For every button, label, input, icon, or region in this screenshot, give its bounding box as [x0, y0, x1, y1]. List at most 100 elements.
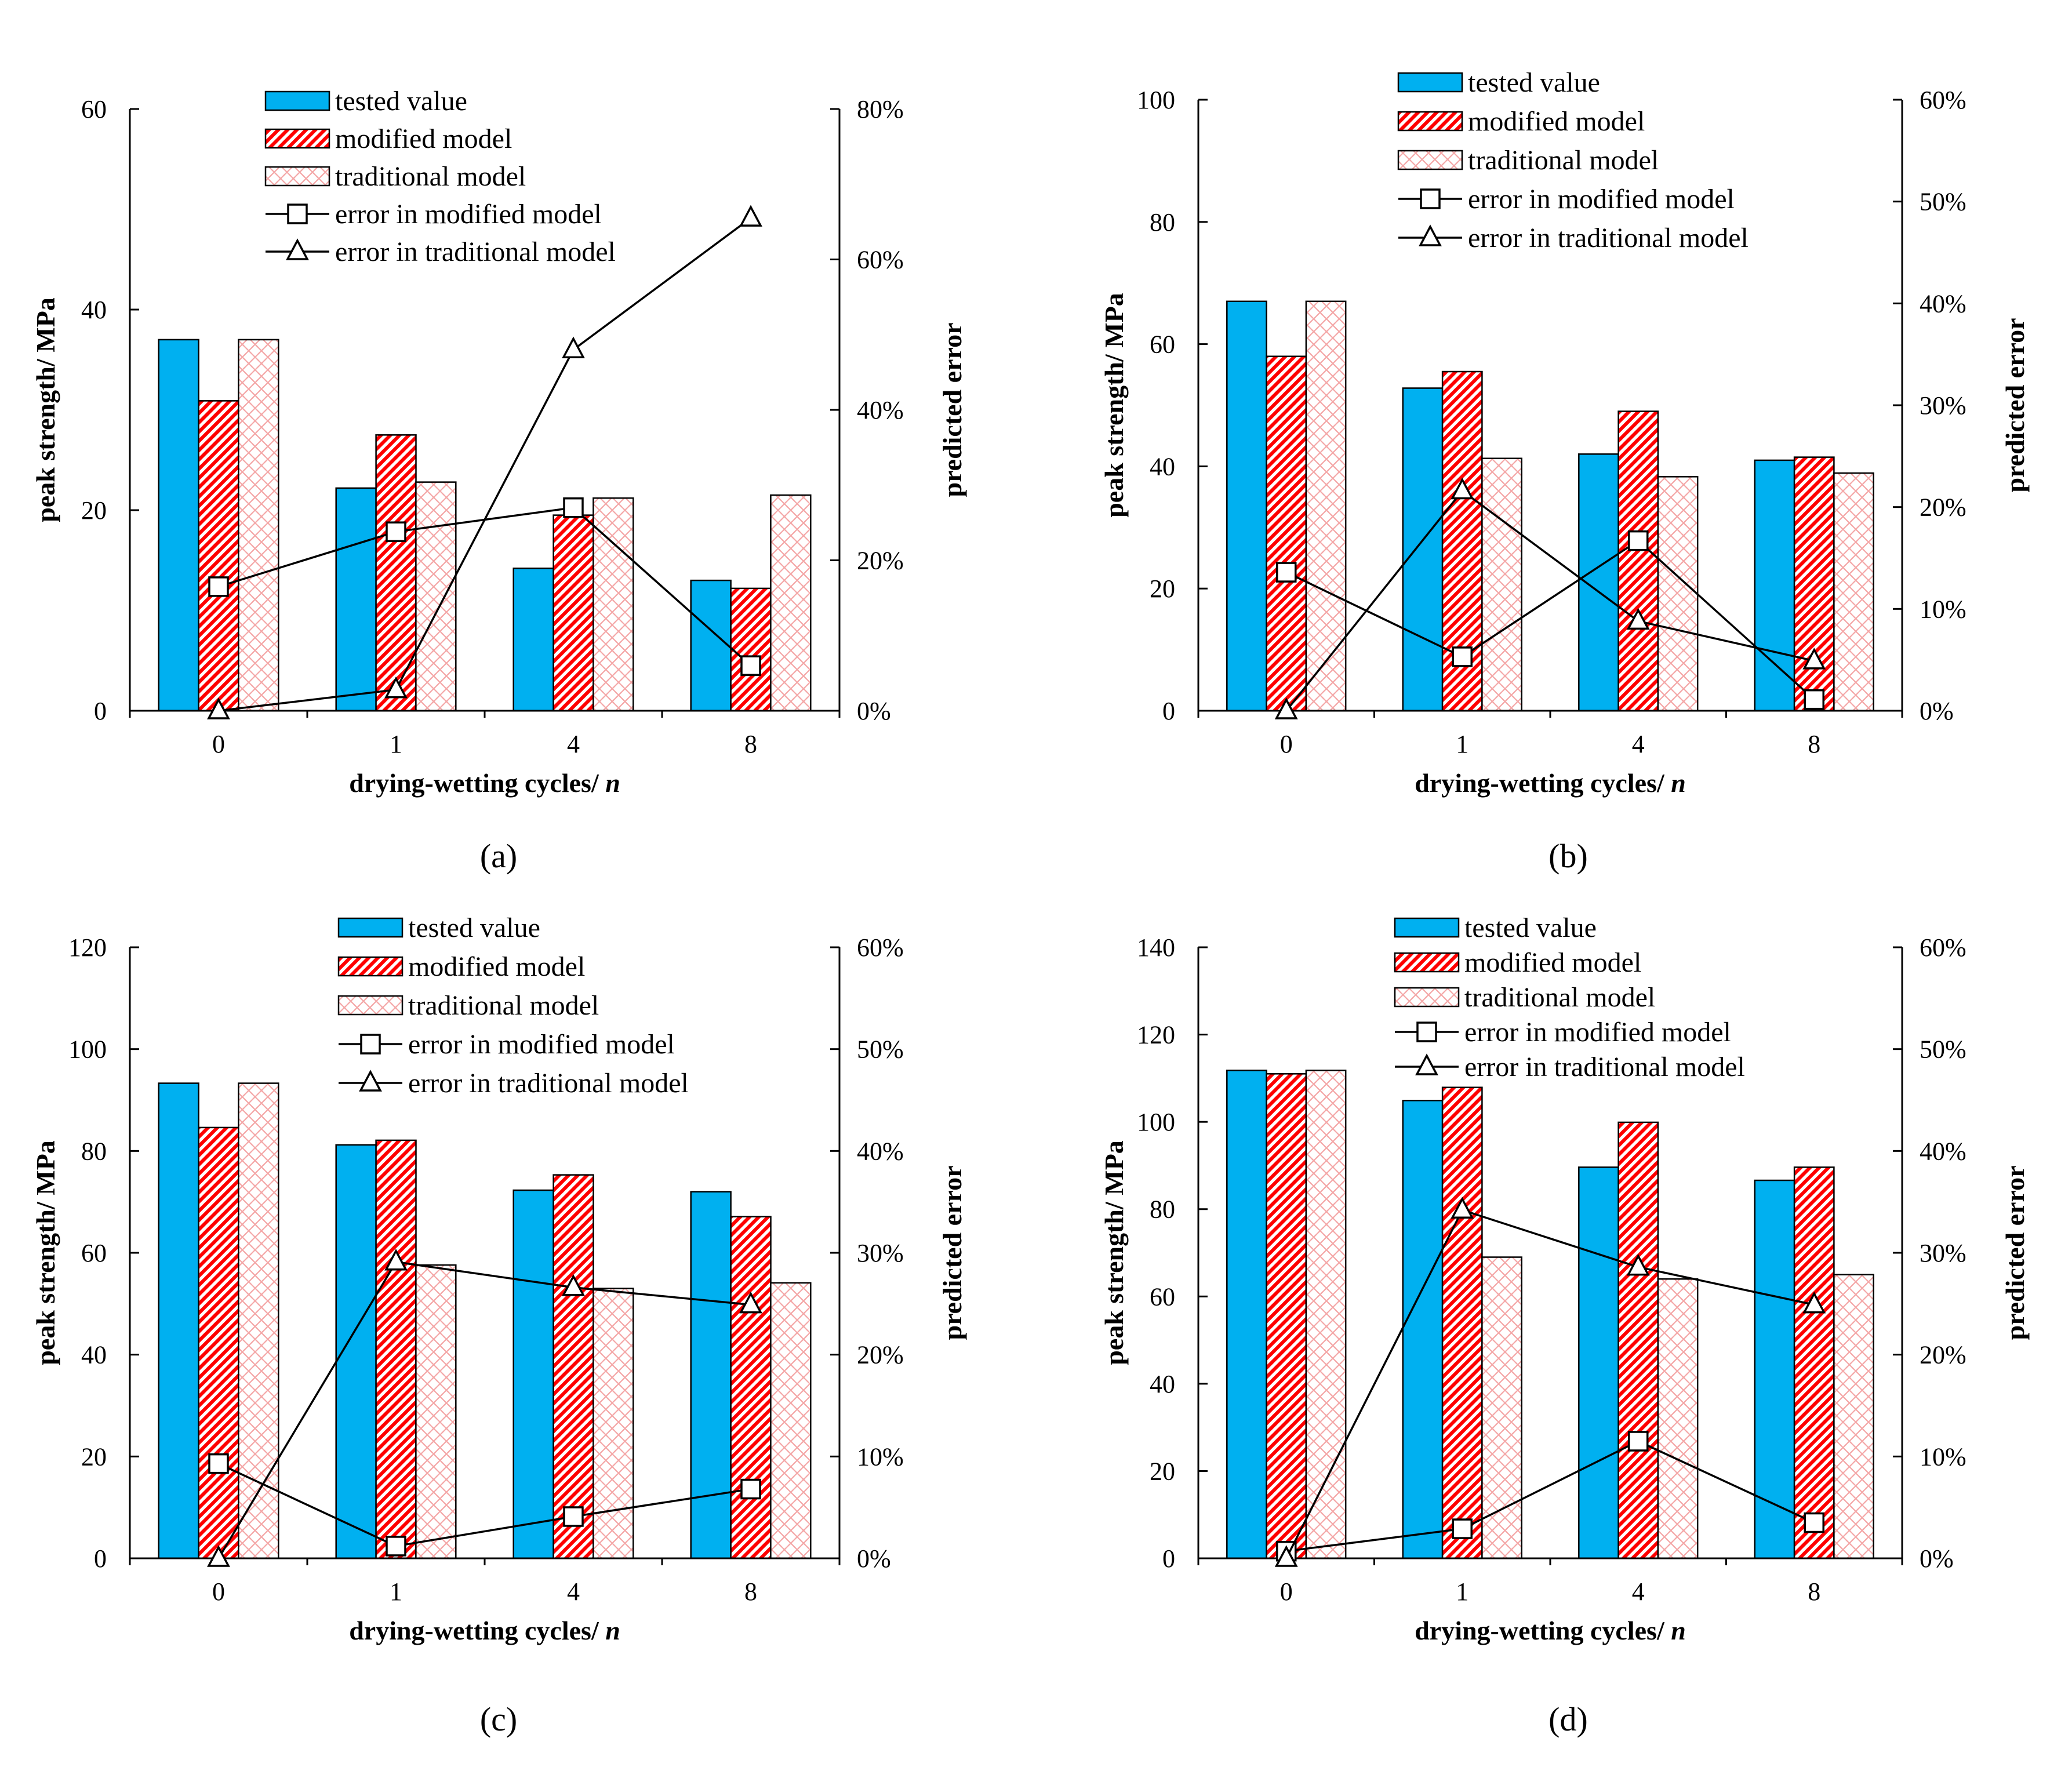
marker-triangle — [1451, 1197, 1474, 1219]
legend-error-traditional-label: error in traditional model — [335, 237, 616, 267]
marker-triangle — [1274, 1545, 1298, 1567]
y-tick-label: 60 — [81, 1239, 107, 1267]
y2-axis-title: predicted error — [2000, 1165, 2030, 1340]
legend-modified-swatch — [264, 128, 330, 149]
y-tick-label: 0 — [1162, 697, 1175, 725]
legend-modified-label: modified model — [1468, 106, 1645, 137]
y-axis-title: peak strength/ MPa — [1099, 293, 1129, 518]
legend-modified-swatch — [1397, 111, 1463, 132]
bar-tested — [1578, 453, 1619, 712]
bar-tested — [690, 1191, 732, 1559]
legend-error-modified-marker — [1420, 188, 1441, 209]
y2-tick-label: 0% — [857, 1544, 891, 1573]
x-axis-title: drying-wetting cycles/ n — [349, 768, 620, 798]
legend-error-modified-marker — [287, 203, 308, 224]
bar-traditional — [592, 497, 634, 712]
line-error-traditional — [1285, 489, 1815, 712]
y2-tick-label: 80% — [857, 95, 904, 123]
x-tick-label: 8 — [1808, 1577, 1820, 1606]
y2-tick-label: 10% — [857, 1442, 904, 1471]
marker-triangle — [739, 205, 762, 227]
y-axis-title: peak strength/ MPa — [1099, 1140, 1129, 1365]
y-tick-label: 80 — [1150, 208, 1175, 237]
y2-tick-label: 20% — [857, 1341, 904, 1369]
marker-triangle — [1626, 1253, 1650, 1276]
marker-triangle — [1802, 1291, 1826, 1314]
x-axis-title: drying-wetting cycles/ n — [1415, 1616, 1686, 1645]
legend-traditional-swatch — [1397, 150, 1463, 170]
legend-error-traditional-label: error in traditional model — [1464, 1052, 1745, 1082]
bar-traditional — [1833, 472, 1874, 712]
x-tick-label: 0 — [212, 1577, 225, 1606]
marker-triangle — [562, 1274, 585, 1296]
chart-panel-d: 0 20 40 60 80 100 120 140 0% 10% 20% 30% 40% 50% 60% 0 1… — [1099, 913, 2030, 1738]
y2-tick-label: 10% — [1920, 595, 1966, 623]
legend-tested-label: tested value — [335, 86, 467, 117]
bar-tested — [1402, 1100, 1444, 1559]
y2-tick-label: 60% — [1920, 933, 1966, 962]
legend-error-traditional-marker — [286, 238, 309, 260]
y-tick-label: 140 — [1137, 933, 1175, 962]
x-tick-label: 1 — [390, 730, 402, 758]
chart-panel-a: 0 20 40 60 0% 20% 40% 60% 80% 0 1 4 8 drying-wetting … — [31, 86, 967, 875]
bar-modified — [1266, 355, 1307, 712]
legend-error-traditional-label: error in traditional model — [1468, 223, 1749, 253]
y2-tick-label: 40% — [1920, 289, 1966, 318]
bar-modified — [1266, 1073, 1307, 1559]
y2-tick-label: 40% — [857, 396, 904, 424]
legend-error-modified-marker — [360, 1034, 381, 1055]
y-tick-label: 100 — [68, 1035, 107, 1064]
y2-tick-label: 60% — [857, 246, 904, 274]
bar-modified — [1793, 1166, 1835, 1559]
bar-tested — [512, 568, 554, 712]
legend-modified-swatch — [337, 956, 404, 977]
bar-traditional — [238, 1082, 279, 1559]
y2-axis-title: predicted error — [2000, 318, 2030, 492]
y-tick-label: 40 — [1150, 452, 1175, 481]
y2-tick-label: 0% — [1920, 697, 1954, 725]
marker-triangle — [1274, 697, 1298, 719]
legend-error-modified-label: error in modified model — [335, 199, 602, 230]
marker-square — [1804, 1512, 1824, 1533]
marker-triangle — [1451, 477, 1474, 500]
marker-square — [740, 1478, 761, 1500]
y2-tick-label: 20% — [1920, 493, 1966, 522]
y2-tick-label: 20% — [857, 547, 904, 575]
y-tick-label: 120 — [1137, 1021, 1175, 1049]
bar-traditional — [1481, 457, 1522, 712]
y2-tick-label: 0% — [1920, 1544, 1954, 1573]
marker-triangle — [562, 336, 585, 358]
bar-tested — [1226, 1070, 1267, 1559]
y-tick-label: 20 — [1150, 1457, 1175, 1485]
bar-traditional — [1657, 1278, 1699, 1559]
bar-tested — [158, 339, 199, 712]
line-error-modified — [218, 506, 752, 667]
y2-tick-label: 40% — [857, 1137, 904, 1165]
x-tick-label: 0 — [1280, 730, 1293, 758]
marker-square — [1628, 1431, 1649, 1452]
y-tick-label: 40 — [1150, 1370, 1175, 1398]
chart-panel-c: 0 20 40 60 80 100 120 0% 10% 20% 30% 40% 50% 60% 0 1 4 8 d… — [31, 913, 967, 1738]
legend-traditional-label: traditional model — [1468, 145, 1659, 176]
line-error-traditional — [217, 1260, 751, 1559]
bar-traditional — [415, 1264, 457, 1559]
y-tick-label: 80 — [81, 1137, 107, 1165]
marker-square — [1276, 562, 1297, 583]
marker-square — [386, 521, 406, 542]
x-tick-label: 4 — [567, 730, 580, 758]
legend-error-traditional-marker — [1419, 224, 1442, 246]
bar-modified — [1793, 456, 1835, 712]
y2-tick-label: 0% — [857, 697, 891, 725]
y-tick-label: 60 — [1150, 1282, 1175, 1311]
y-tick-label: 40 — [81, 1341, 107, 1369]
bar-modified — [730, 587, 772, 712]
panel-caption: (b) — [1548, 837, 1588, 875]
y-tick-label: 100 — [1137, 86, 1175, 114]
legend-modified-label: modified model — [1464, 947, 1641, 978]
y-tick-label: 20 — [81, 496, 107, 525]
y-axis-title: peak strength/ MPa — [31, 297, 60, 522]
x-tick-label: 1 — [1456, 1577, 1468, 1606]
y2-tick-label: 60% — [1920, 86, 1966, 114]
x-tick-label: 8 — [744, 1577, 757, 1606]
legend-modified-label: modified model — [335, 123, 512, 154]
